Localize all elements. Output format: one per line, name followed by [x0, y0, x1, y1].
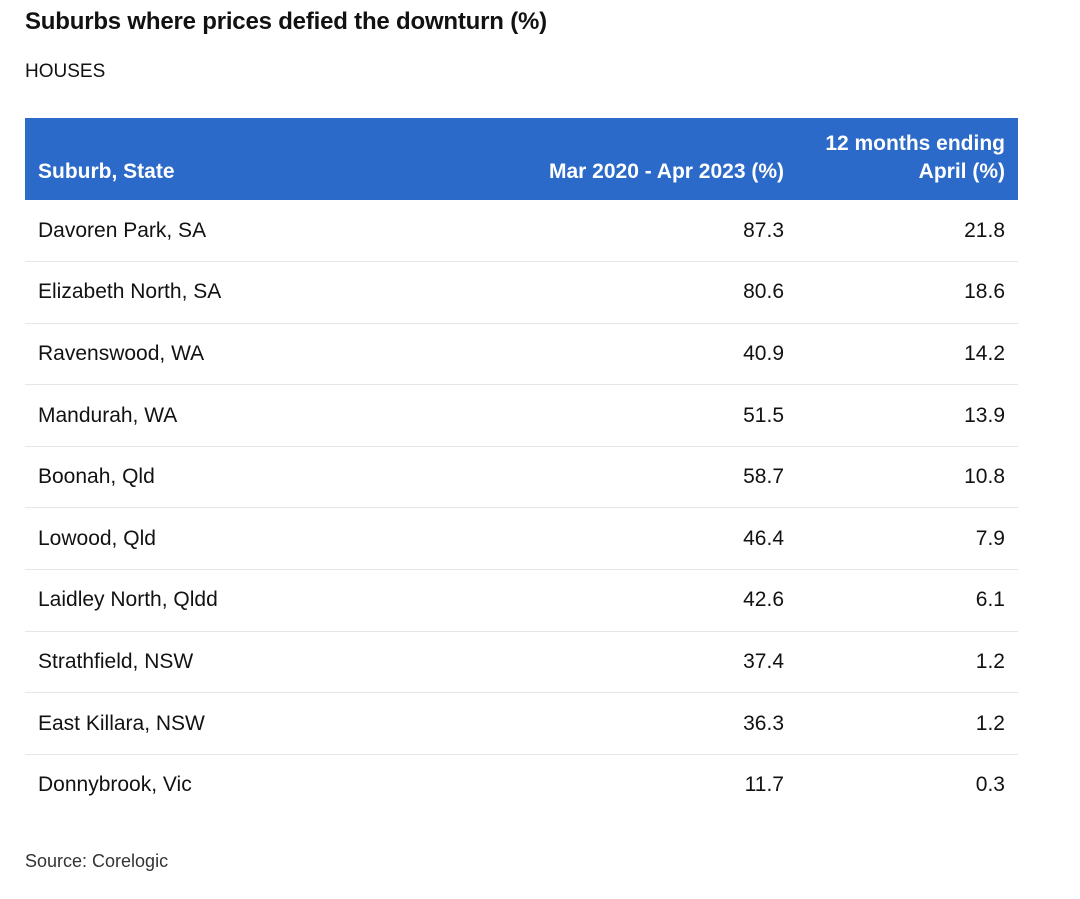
cell-suburb: Strathfield, NSW [38, 649, 194, 673]
cell-suburb: Ravenswood, WA [38, 341, 205, 365]
cell-suburb: Mandurah, WA [38, 403, 178, 427]
cell-suburb: Davoren Park, SA [38, 218, 207, 242]
cell-suburb: East Killara, NSW [38, 711, 205, 735]
cell-mar2020-apr2023: 37.4 [743, 649, 784, 673]
cell-12-months: 1.2 [975, 711, 1005, 735]
header-mar2020-apr2023-label: Mar 2020 - Apr 2023 (%) [549, 160, 784, 183]
cell-suburb: Lowood, Qld [38, 526, 156, 550]
cell-suburb: Boonah, Qld [38, 465, 155, 489]
cell-12-months: 13.9 [964, 403, 1005, 427]
table-row: Mandurah, WA 51.5 13.9 [25, 385, 1018, 447]
cell-mar2020-apr2023: 42.6 [743, 588, 784, 612]
cell-suburb: Elizabeth North, SA [38, 280, 222, 304]
header-mar2020-apr2023: Mar 2020 - Apr 2023 (%) [471, 118, 797, 200]
cell-mar2020-apr2023: 40.9 [743, 341, 784, 365]
data-table: Suburb, State Mar 2020 - Apr 2023 (%) 12… [25, 118, 1018, 816]
table-row: Laidley North, Qldd 42.6 6.1 [25, 570, 1018, 632]
source-note: Source: Corelogic [25, 851, 169, 871]
table-row: East Killara, NSW 36.3 1.2 [25, 693, 1018, 755]
cell-mar2020-apr2023: 36.3 [743, 711, 784, 735]
header-suburb-state: Suburb, State [38, 160, 175, 183]
cell-suburb: Laidley North, Qldd [38, 588, 218, 612]
data-table-container: Suburb, State Mar 2020 - Apr 2023 (%) 12… [25, 118, 1018, 816]
cell-12-months: 1.2 [975, 649, 1005, 673]
cell-12-months: 6.1 [975, 588, 1005, 612]
cell-12-months: 21.8 [964, 218, 1005, 242]
cell-12-months: 0.3 [975, 773, 1005, 797]
table-row: Donnybrook, Vic 11.7 0.3 [25, 754, 1018, 816]
cell-mar2020-apr2023: 80.6 [743, 280, 784, 304]
cell-12-months: 7.9 [975, 526, 1005, 550]
cell-mar2020-apr2023: 58.7 [743, 465, 784, 489]
table-row: Strathfield, NSW 37.4 1.2 [25, 631, 1018, 693]
chart-title: Suburbs where prices defied the downturn… [25, 8, 547, 35]
table-row: Ravenswood, WA 40.9 14.2 [25, 323, 1018, 385]
cell-mar2020-apr2023: 87.3 [743, 218, 784, 242]
cell-12-months: 18.6 [964, 280, 1005, 304]
cell-suburb: Donnybrook, Vic [38, 773, 192, 797]
table-row: Lowood, Qld 46.4 7.9 [25, 508, 1018, 570]
cell-12-months: 14.2 [964, 341, 1005, 365]
cell-mar2020-apr2023: 46.4 [743, 526, 784, 550]
header-12-months-label: 12 months ending April (%) [825, 132, 1005, 183]
table-row: Boonah, Qld 58.7 10.8 [25, 446, 1018, 508]
chart-subtitle: HOUSES [25, 61, 106, 82]
cell-mar2020-apr2023: 11.7 [744, 773, 784, 797]
table-row: Davoren Park, SA 87.3 21.8 [25, 200, 1018, 262]
cell-12-months: 10.8 [964, 465, 1005, 489]
header-row: Suburb, State Mar 2020 - Apr 2023 (%) 12… [25, 118, 1018, 200]
table-body: Davoren Park, SA 87.3 21.8 Elizabeth North,… [25, 200, 1018, 816]
table-header: Suburb, State Mar 2020 - Apr 2023 (%) 12… [25, 118, 1018, 200]
cell-mar2020-apr2023: 51.5 [743, 403, 784, 427]
table-row: Elizabeth North, SA 80.6 18.6 [25, 262, 1018, 324]
header-12-months: 12 months ending April (%) [797, 118, 1018, 200]
